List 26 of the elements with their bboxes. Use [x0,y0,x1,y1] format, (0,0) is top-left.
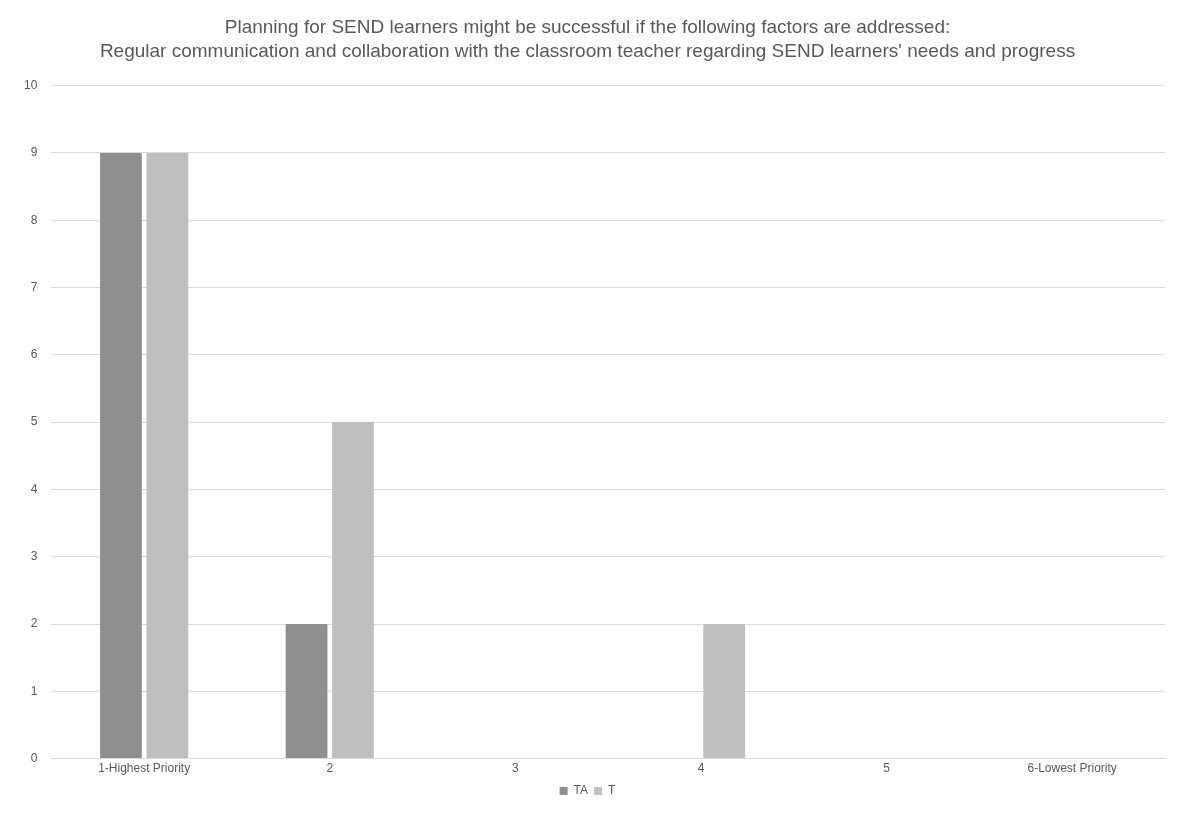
y-tick-label: 9 [30,145,38,160]
x-tick-label: 1-Highest Priority [98,761,191,776]
x-tick-label: 4 [697,761,705,776]
bar [703,624,746,759]
y-tick-label: 7 [30,279,38,294]
x-tick-label: 3 [512,761,520,776]
y-tick-label: 8 [30,212,38,227]
y-tick-label: 5 [30,414,38,429]
legend-label: TA [573,783,589,798]
y-tick-label: 0 [30,750,38,765]
y-tick-label: 4 [30,481,38,496]
y-tick-label: 1 [30,683,38,698]
y-tick-label: 6 [30,347,38,362]
legend-label: T [608,783,617,798]
bar [285,624,328,759]
bar [100,152,142,759]
x-tick-label: 5 [883,761,891,776]
chart-title: Planning for SEND learners might be successful if the following factors are addressed: [224,15,951,37]
chart-subtitle: Regular communication and collaboration with the classroom teacher regarding SEND learners' needs and progress [99,40,1076,62]
y-tick-label: 2 [30,616,38,631]
x-tick-label: 6-Lowest Priority [1027,761,1117,776]
x-tick-label: 2 [326,761,334,776]
y-tick-label: 3 [30,549,38,564]
y-tick-label: 10 [23,77,38,92]
bar [146,152,189,759]
bar [332,422,374,759]
